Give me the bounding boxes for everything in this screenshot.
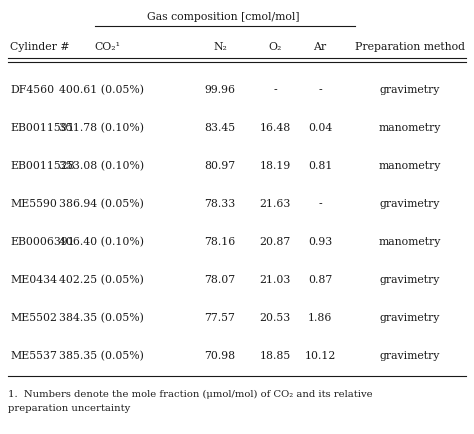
Text: 78.07: 78.07 bbox=[204, 275, 236, 285]
Text: Preparation method: Preparation method bbox=[355, 42, 465, 52]
Text: O₂: O₂ bbox=[268, 42, 282, 52]
Text: 20.87: 20.87 bbox=[259, 237, 291, 247]
Text: 78.33: 78.33 bbox=[204, 199, 236, 209]
Text: manometry: manometry bbox=[379, 237, 441, 247]
Text: 21.03: 21.03 bbox=[259, 275, 291, 285]
Text: 10.12: 10.12 bbox=[304, 351, 336, 361]
Text: manometry: manometry bbox=[379, 161, 441, 171]
Text: 77.57: 77.57 bbox=[205, 313, 236, 323]
Text: 18.19: 18.19 bbox=[259, 161, 291, 171]
Text: -: - bbox=[318, 85, 322, 95]
Text: 406.40 (0.10%): 406.40 (0.10%) bbox=[59, 237, 144, 247]
Text: 83.45: 83.45 bbox=[204, 123, 236, 133]
Text: -: - bbox=[318, 199, 322, 209]
Text: 0.04: 0.04 bbox=[308, 123, 332, 133]
Text: Gas composition [cmol/mol]: Gas composition [cmol/mol] bbox=[147, 12, 300, 22]
Text: -: - bbox=[273, 85, 277, 95]
Text: 351.78 (0.10%): 351.78 (0.10%) bbox=[59, 123, 144, 133]
Text: 385.35 (0.05%): 385.35 (0.05%) bbox=[59, 351, 144, 361]
Text: 18.85: 18.85 bbox=[259, 351, 291, 361]
Text: 21.63: 21.63 bbox=[259, 199, 291, 209]
Text: 384.35 (0.05%): 384.35 (0.05%) bbox=[59, 313, 144, 323]
Text: 0.93: 0.93 bbox=[308, 237, 332, 247]
Text: manometry: manometry bbox=[379, 123, 441, 133]
Text: 78.16: 78.16 bbox=[204, 237, 236, 247]
Text: 0.81: 0.81 bbox=[308, 161, 332, 171]
Text: ME5502: ME5502 bbox=[10, 313, 57, 323]
Text: 0.87: 0.87 bbox=[308, 275, 332, 285]
Text: 400.61 (0.05%): 400.61 (0.05%) bbox=[59, 85, 144, 95]
Text: 99.96: 99.96 bbox=[204, 85, 236, 95]
Text: ME0434: ME0434 bbox=[10, 275, 57, 285]
Text: gravimetry: gravimetry bbox=[380, 275, 440, 285]
Text: EB0006391: EB0006391 bbox=[10, 237, 75, 247]
Text: 16.48: 16.48 bbox=[259, 123, 291, 133]
Text: 402.25 (0.05%): 402.25 (0.05%) bbox=[59, 275, 144, 285]
Text: 70.98: 70.98 bbox=[204, 351, 236, 361]
Text: 386.94 (0.05%): 386.94 (0.05%) bbox=[59, 199, 144, 209]
Text: gravimetry: gravimetry bbox=[380, 351, 440, 361]
Text: preparation uncertainty: preparation uncertainty bbox=[8, 404, 130, 413]
Text: 1.  Numbers denote the mole fraction (μmol/mol) of CO₂ and its relative: 1. Numbers denote the mole fraction (μmo… bbox=[8, 390, 373, 399]
Text: EB0011591: EB0011591 bbox=[10, 123, 74, 133]
Text: 1.86: 1.86 bbox=[308, 313, 332, 323]
Text: 353.08 (0.10%): 353.08 (0.10%) bbox=[59, 161, 144, 171]
Text: ME5590: ME5590 bbox=[10, 199, 57, 209]
Text: 80.97: 80.97 bbox=[204, 161, 236, 171]
Text: ME5537: ME5537 bbox=[10, 351, 57, 361]
Text: gravimetry: gravimetry bbox=[380, 85, 440, 95]
Text: Cylinder #: Cylinder # bbox=[10, 42, 70, 52]
Text: 20.53: 20.53 bbox=[259, 313, 291, 323]
Text: Ar: Ar bbox=[313, 42, 327, 52]
Text: EB0011528: EB0011528 bbox=[10, 161, 75, 171]
Text: gravimetry: gravimetry bbox=[380, 199, 440, 209]
Text: DF4560: DF4560 bbox=[10, 85, 54, 95]
Text: N₂: N₂ bbox=[213, 42, 227, 52]
Text: CO₂¹: CO₂¹ bbox=[94, 42, 120, 52]
Text: gravimetry: gravimetry bbox=[380, 313, 440, 323]
